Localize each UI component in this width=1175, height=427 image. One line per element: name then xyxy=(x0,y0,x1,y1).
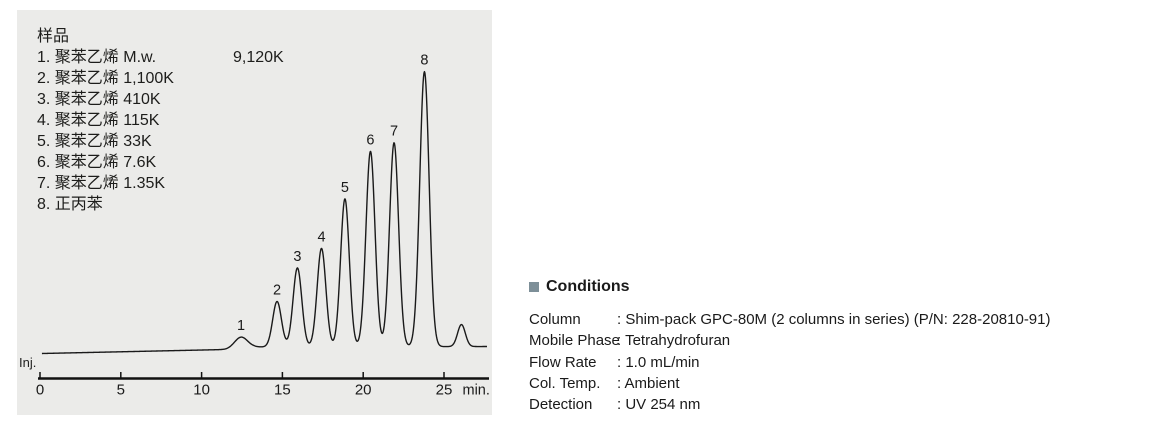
peak-label: 7 xyxy=(390,124,398,140)
chromatogram-plot: 0 5 10 15 20 25 min. 1 2 34 5 67 8 xyxy=(36,53,490,399)
legend-item-label: 7. 聚苯乙烯 1.35K xyxy=(37,175,166,192)
peak-label: 1 xyxy=(237,318,245,334)
condition-value: : Tetrahydrofuran xyxy=(617,332,731,350)
legend-item: 2. 聚苯乙烯 1,100K xyxy=(37,68,174,89)
legend-item: 6. 聚苯乙烯 7.6K xyxy=(37,152,174,173)
legend-item: 4. 聚苯乙烯 115K xyxy=(37,110,174,131)
legend-item: 3. 聚苯乙烯 410K xyxy=(37,89,174,110)
conditions-heading: Conditions xyxy=(529,278,1051,296)
x-tick-label: 15 xyxy=(274,382,291,399)
condition-label: Col. Temp. xyxy=(529,374,601,392)
legend-item-label: 4. 聚苯乙烯 115K xyxy=(37,112,160,129)
x-axis-unit-label: min. xyxy=(463,383,490,399)
conditions-section: Conditions Column : Shim-pack GPC-80M (2 … xyxy=(529,278,1051,415)
chromatogram-trace xyxy=(41,70,488,355)
legend-item-label: 2. 聚苯乙烯 1,100K xyxy=(37,70,174,87)
legend-item: 5. 聚苯乙烯 33K xyxy=(37,131,174,152)
x-tick-label: 5 xyxy=(117,382,125,399)
legend-item-label: 1. 聚苯乙烯 M.w. xyxy=(37,49,157,66)
peak-label: 2 xyxy=(273,282,281,298)
condition-row: Column : Shim-pack GPC-80M (2 columns in … xyxy=(529,309,1051,330)
legend-item-label: 3. 聚苯乙烯 410K xyxy=(37,91,161,108)
condition-value: : 1.0 mL/min xyxy=(617,353,700,371)
peak-label: 6 xyxy=(366,132,374,148)
legend-item-mw-value: 9,120K xyxy=(233,49,284,66)
condition-label: Flow Rate xyxy=(529,353,597,371)
x-tick-label: 20 xyxy=(355,382,372,399)
section-bullet-icon xyxy=(529,282,539,292)
peak-label: 8 xyxy=(420,53,428,69)
x-tick-label: 0 xyxy=(36,382,44,399)
legend-item-label: 8. 正丙苯 xyxy=(37,196,103,213)
condition-row: Detection : UV 254 nm xyxy=(529,394,1051,415)
x-tick-label: 10 xyxy=(193,382,210,399)
condition-value: : Shim-pack GPC-80M (2 columns in series… xyxy=(617,311,1051,328)
condition-label: Mobile Phase xyxy=(529,332,620,350)
conditions-table: Column : Shim-pack GPC-80M (2 columns in … xyxy=(529,309,1051,415)
legend-item-label: 6. 聚苯乙烯 7.6K xyxy=(37,154,157,171)
chromatogram-panel: 0 5 10 15 20 25 min. 1 2 3 4 5 6 7 8 样品 1. 聚苯乙烯 M.w. 9,… xyxy=(17,10,492,415)
peak-label: 4 xyxy=(317,229,325,245)
peak-label: 3 xyxy=(293,249,301,265)
condition-row: Col. Temp. : Ambient xyxy=(529,373,1051,394)
condition-row: Mobile Phase: Tetrahydrofuran xyxy=(529,330,1051,351)
conditions-heading-label: Conditions xyxy=(546,278,630,295)
legend-item: 7. 聚苯乙烯 1.35K xyxy=(37,173,174,194)
condition-label: Column xyxy=(529,311,581,328)
peak-label: 5 xyxy=(341,180,349,196)
x-tick-label: 25 xyxy=(436,382,453,399)
legend-item: 1. 聚苯乙烯 M.w. 9,120K xyxy=(37,47,284,68)
sample-legend: 样品 1. 聚苯乙烯 M.w. 9,120K 2. 聚苯乙烯 1,100K 3. … xyxy=(37,26,284,215)
injection-label: Inj. xyxy=(19,355,37,370)
legend-item: 8. 正丙苯 xyxy=(37,194,174,215)
condition-label: Detection xyxy=(529,396,593,414)
condition-value: : UV 254 nm xyxy=(617,396,701,414)
condition-value: : Ambient xyxy=(617,374,680,392)
condition-row: Flow Rate : 1.0 mL/min xyxy=(529,352,1051,373)
legend-title: 样品 xyxy=(37,28,70,45)
legend-item-label: 5. 聚苯乙烯 33K xyxy=(37,133,152,150)
